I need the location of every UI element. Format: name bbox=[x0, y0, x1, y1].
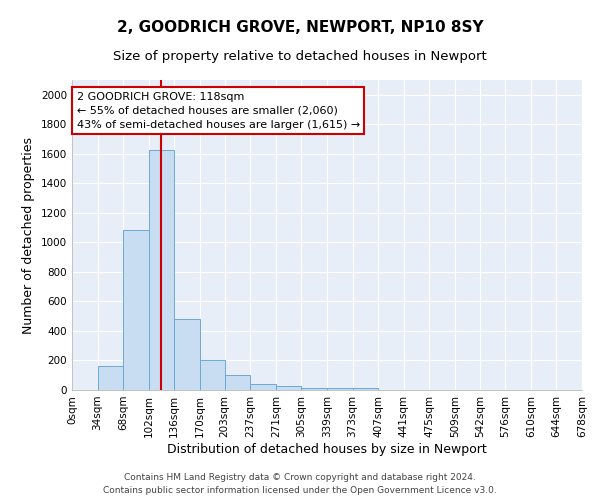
Bar bbox=[250, 384, 276, 390]
Bar bbox=[98, 366, 123, 390]
Bar bbox=[353, 388, 378, 390]
Bar bbox=[276, 386, 301, 390]
Y-axis label: Number of detached properties: Number of detached properties bbox=[22, 136, 35, 334]
Text: 2, GOODRICH GROVE, NEWPORT, NP10 8SY: 2, GOODRICH GROVE, NEWPORT, NP10 8SY bbox=[116, 20, 484, 35]
Text: 2 GOODRICH GROVE: 118sqm
← 55% of detached houses are smaller (2,060)
43% of sem: 2 GOODRICH GROVE: 118sqm ← 55% of detach… bbox=[77, 92, 360, 130]
Bar bbox=[301, 388, 327, 390]
Bar bbox=[175, 319, 200, 390]
Text: Size of property relative to detached houses in Newport: Size of property relative to detached ho… bbox=[113, 50, 487, 63]
Bar bbox=[123, 230, 149, 390]
Bar bbox=[149, 150, 175, 390]
Bar bbox=[200, 360, 224, 390]
Text: Contains HM Land Registry data © Crown copyright and database right 2024.
Contai: Contains HM Land Registry data © Crown c… bbox=[103, 474, 497, 495]
Bar bbox=[224, 375, 250, 390]
Bar bbox=[327, 388, 353, 390]
X-axis label: Distribution of detached houses by size in Newport: Distribution of detached houses by size … bbox=[167, 442, 487, 456]
